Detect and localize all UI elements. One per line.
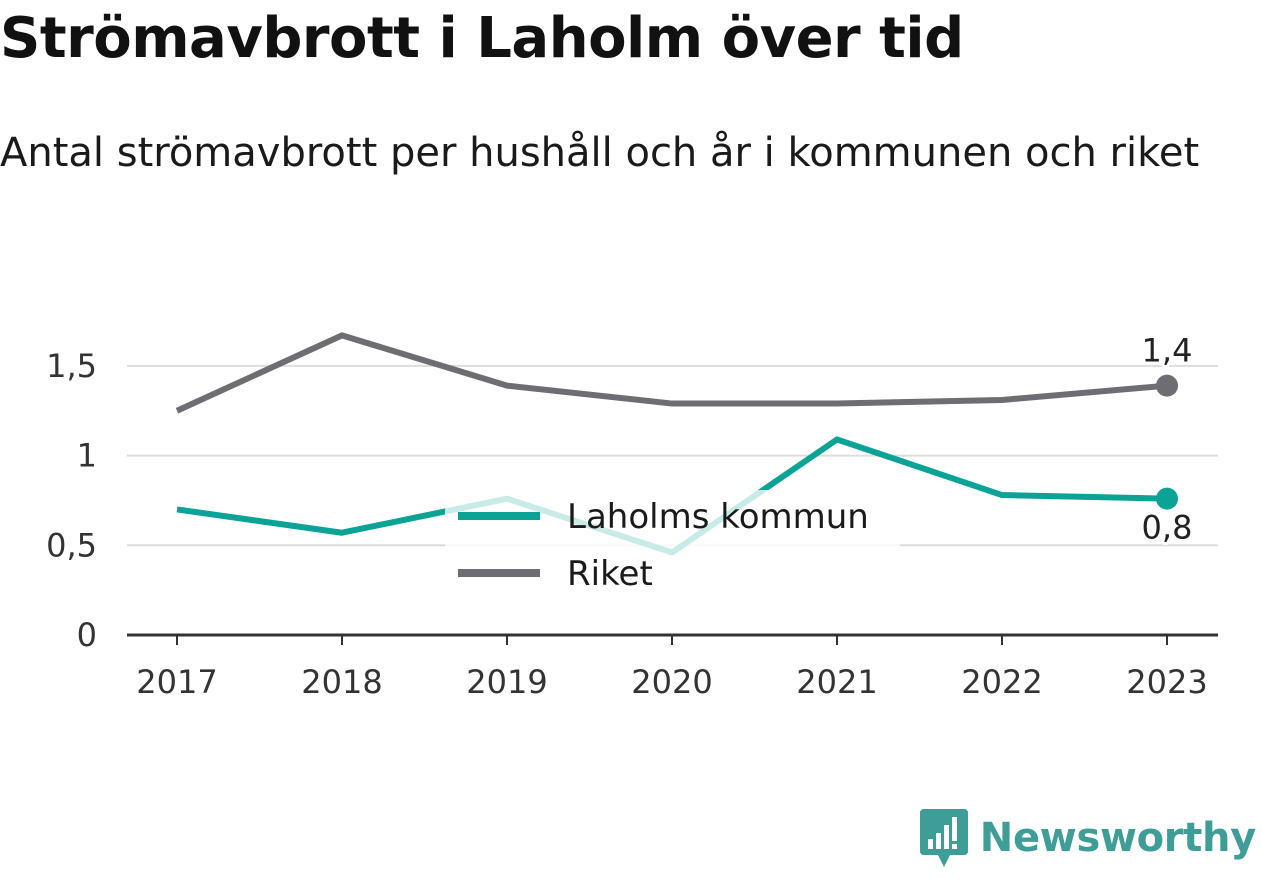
y-tick-label: 0,5 (46, 526, 97, 564)
end-markers: 0,8 1,4 (1139, 329, 1196, 550)
x-tick-label: 2017 (136, 663, 217, 701)
chart-subtitle: Antal strömavbrott per hushåll och år i … (0, 130, 1200, 176)
end-value-label: 0,8 (1142, 509, 1193, 547)
x-tick-label: 2018 (301, 663, 382, 701)
brand-name: Newsworthy (979, 815, 1257, 861)
y-axis-ticks: 0 0,5 1 1,5 (46, 347, 97, 654)
legend-label: Riket (567, 554, 653, 594)
x-tick-label: 2019 (466, 663, 547, 701)
legend-label: Laholms kommun (567, 497, 869, 537)
x-tick-label: 2021 (796, 663, 877, 701)
end-value-label: 1,4 (1142, 332, 1193, 370)
series-line-riket (175, 332, 1168, 414)
end-point-marker (1156, 374, 1178, 397)
y-tick-label: 0 (77, 616, 97, 654)
x-axis-ticks: 2017 2018 2019 2020 2021 2022 2023 (136, 635, 1208, 701)
legend-backdrop (445, 490, 900, 602)
y-tick-label: 1,5 (46, 347, 97, 385)
newsworthy-logo-icon (919, 809, 968, 867)
x-tick-label: 2023 (1126, 663, 1207, 701)
newsworthy-brand: Newsworthy (919, 809, 1257, 867)
y-tick-label: 1 (77, 437, 97, 475)
chart-title: Strömavbrott i Laholm över tid (0, 6, 964, 71)
end-point-marker (1156, 487, 1178, 510)
legend: Laholms kommun Riket (445, 490, 900, 602)
x-tick-label: 2020 (631, 663, 712, 701)
x-tick-label: 2022 (961, 663, 1042, 701)
